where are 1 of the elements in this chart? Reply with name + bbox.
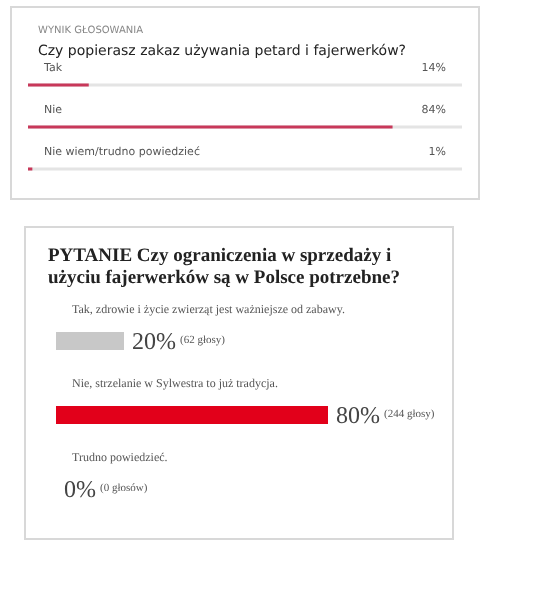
chart-title: PYTANIE Czy ograniczenia w sprzedaży i użyciu fajerwerków są w Polsce potrzebne? bbox=[48, 247, 401, 289]
